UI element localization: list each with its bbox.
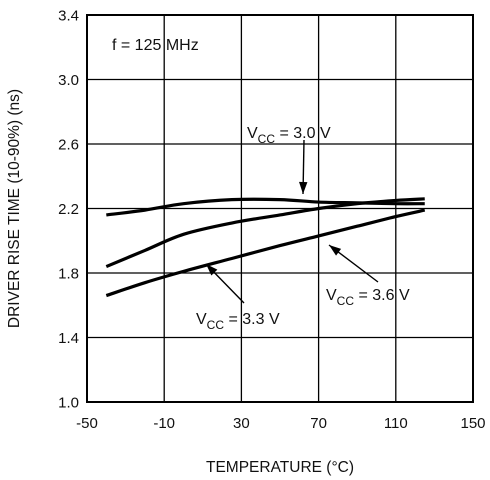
annotations: f = 125 MHz VCC = 3.0 V VCC = 3.3 V VCC = 3… — [112, 37, 410, 332]
frequency-condition-label: f = 125 MHz — [112, 37, 199, 54]
x-tick-label: -10 — [153, 415, 175, 432]
y-tick-label: 1.4 — [58, 330, 79, 347]
y-tick-label: 3.4 — [58, 8, 79, 25]
series-line-2 — [105, 197, 425, 269]
series-label-vcc-3-6: VCC = 3.6 V — [326, 287, 410, 308]
tick-labels: -50 -10 30 70 110 150 1.0 1.4 1.8 2.2 2.6 3.0 3.4 — [58, 8, 485, 433]
series-arrow-vcc-3-3 — [205, 263, 245, 304]
plot-frame — [86, 14, 474, 403]
series-label-vcc-3-0: VCC = 3.0 V — [247, 125, 331, 146]
y-tick-label: 1.8 — [58, 266, 79, 283]
y-tick-label: 3.0 — [58, 72, 79, 89]
series-arrow-vcc-3-0 — [299, 139, 308, 195]
x-tick-label: -50 — [76, 415, 98, 432]
y-axis-title: DRIVER RISE TIME (10-90%) (ns) — [6, 89, 23, 328]
x-axis-title: TEMPERATURE (°C) — [206, 459, 354, 476]
x-tick-label: 30 — [233, 415, 250, 432]
y-tick-label: 2.6 — [58, 137, 79, 154]
series-lines — [105, 197, 426, 298]
series-arrow-vcc-3-6 — [328, 244, 379, 283]
x-tick-label: 150 — [460, 415, 485, 432]
y-tick-label: 2.2 — [58, 201, 79, 218]
series-label-vcc-3-3: VCC = 3.3 V — [196, 311, 280, 332]
x-tick-label: 110 — [384, 415, 408, 432]
series-line-3 — [105, 208, 426, 298]
series-line-1 — [106, 197, 425, 217]
x-tick-label: 70 — [310, 415, 327, 432]
y-tick-label: 1.0 — [58, 395, 79, 412]
